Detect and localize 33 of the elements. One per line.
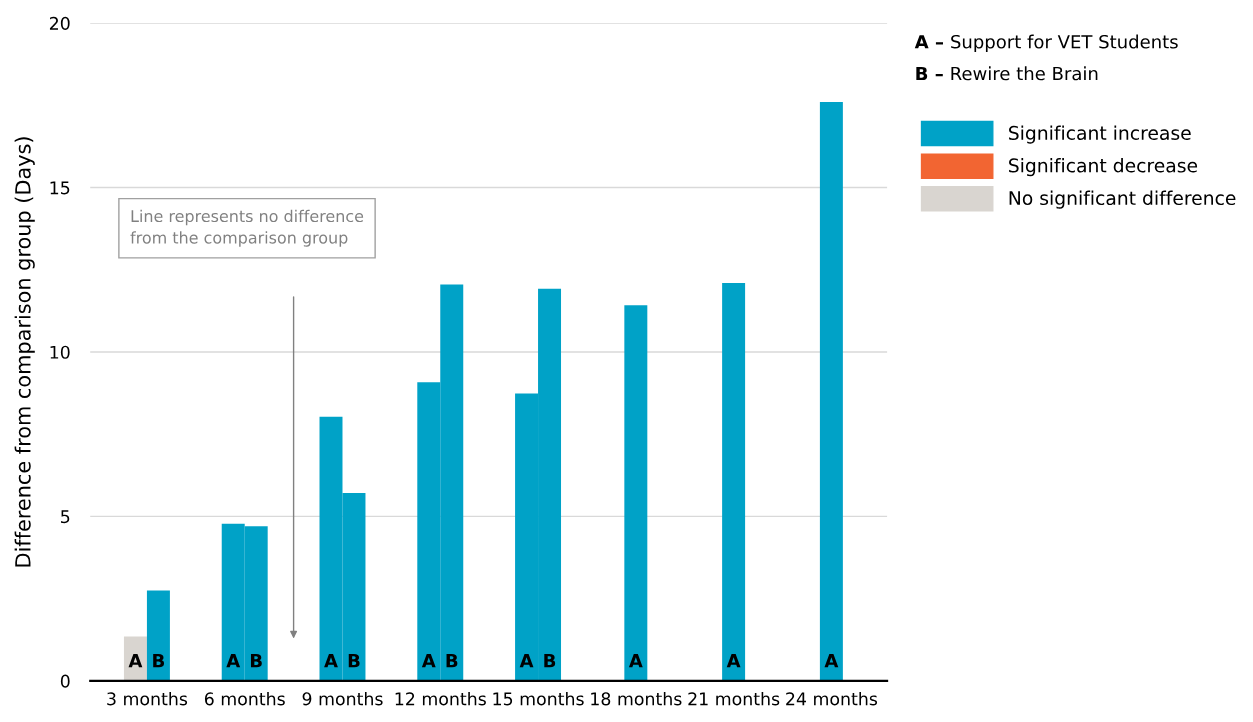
text: B bbox=[250, 654, 262, 668]
legend-label: Significant increase bbox=[1009, 125, 1191, 144]
y-tick-label: 20 bbox=[49, 16, 70, 30]
text: A bbox=[628, 654, 643, 668]
text: A bbox=[726, 654, 741, 668]
x-tick-label: 9 months bbox=[302, 691, 383, 706]
y-tick-label: 15 bbox=[50, 181, 70, 195]
text: A bbox=[128, 654, 143, 668]
y-tick-label: 10 bbox=[50, 345, 70, 359]
x-tick-label: 12 months bbox=[395, 691, 486, 706]
series-label: B bbox=[153, 654, 165, 668]
y-axis-title: Difference from comparison group (Days) bbox=[14, 137, 35, 567]
x-tick-label: 18 months bbox=[591, 691, 682, 706]
y-tick-label: 5 bbox=[61, 510, 70, 524]
text: A bbox=[824, 654, 839, 668]
x-tick-label: 24 months bbox=[786, 691, 878, 706]
x-tick-label: 3 months bbox=[107, 691, 188, 706]
text: B bbox=[544, 654, 556, 668]
text: A bbox=[324, 654, 338, 668]
annotation: Line represents no difference from the comparison group bbox=[130, 209, 364, 247]
y-tick-label: 0 bbox=[60, 674, 70, 688]
text: B bbox=[348, 654, 360, 668]
x-tick-label: 21 months bbox=[688, 691, 780, 706]
x-tick-label: 15 months bbox=[493, 691, 584, 706]
text: A bbox=[421, 654, 436, 668]
text: A bbox=[226, 654, 241, 668]
series-label: A bbox=[519, 654, 534, 668]
legend-label: Significant decrease bbox=[1009, 158, 1198, 177]
x-tick-label: 6 months bbox=[204, 691, 285, 706]
text: B bbox=[446, 654, 458, 668]
text: A – Support for VET Students bbox=[914, 34, 1178, 53]
legend-label: No significant difference bbox=[1009, 190, 1236, 209]
text: B – Rewire the Brain bbox=[916, 66, 1098, 81]
